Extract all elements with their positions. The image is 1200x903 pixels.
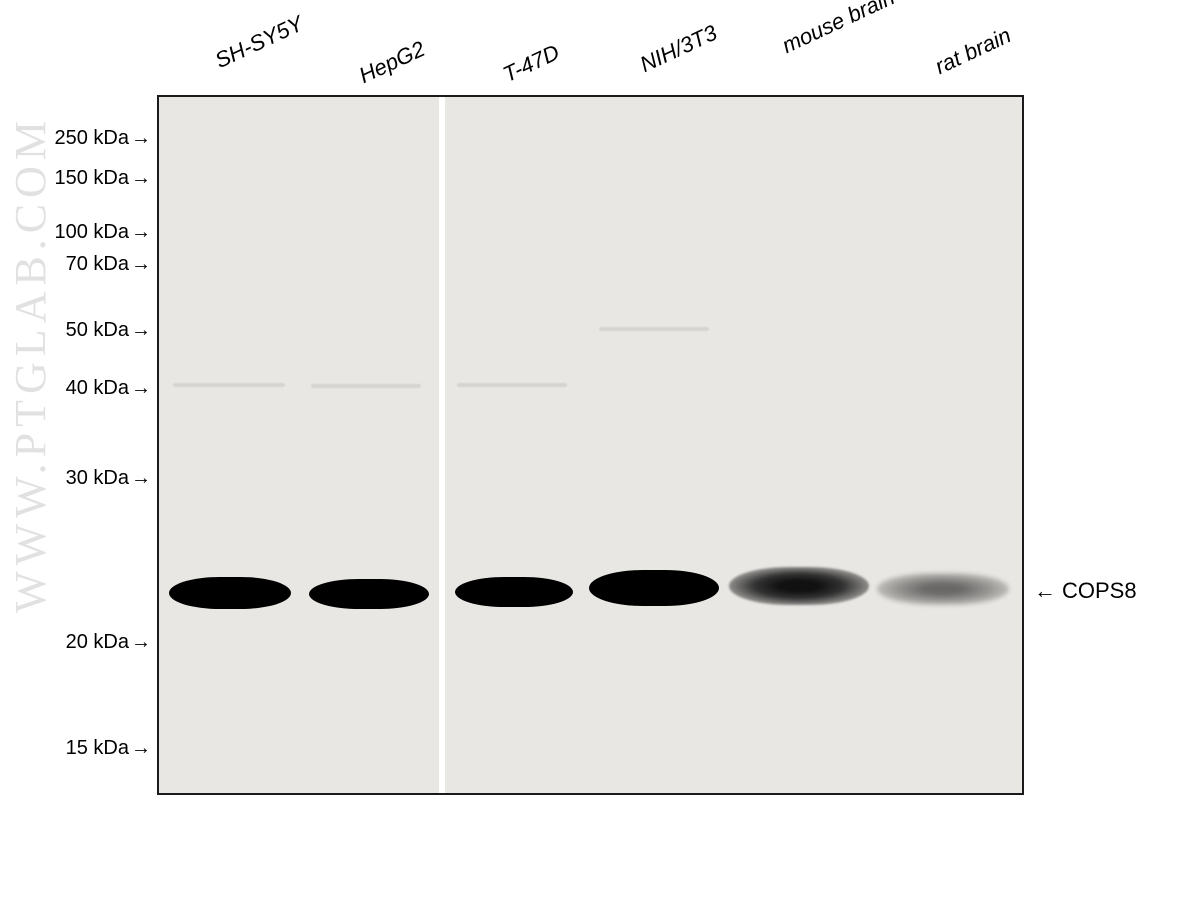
- lane-label: mouse brain: [778, 0, 899, 59]
- arrow-left-icon: ←: [1034, 578, 1056, 604]
- faint-band: [599, 327, 709, 331]
- arrow-right-icon: →: [131, 467, 151, 490]
- figure-container: WWW.PTGLAB.COM SH-SY5Y HepG2 T-47D NIH/3…: [0, 0, 1200, 903]
- mw-marker: 20 kDa→: [66, 631, 159, 654]
- mw-marker: 150 kDa→: [55, 167, 160, 190]
- mw-label: 70 kDa: [66, 253, 129, 276]
- arrow-right-icon: →: [131, 737, 151, 760]
- mw-label: 150 kDa: [55, 167, 130, 190]
- band: [877, 573, 1009, 605]
- mw-marker: 30 kDa→: [66, 467, 159, 490]
- blot-membrane: 250 kDa→ 150 kDa→ 100 kDa→ 70 kDa→ 50 kD…: [157, 95, 1024, 795]
- lane-label: HepG2: [355, 36, 429, 89]
- mw-label: 40 kDa: [66, 377, 129, 400]
- target-label: ← COPS8: [1034, 578, 1137, 604]
- mw-marker: 100 kDa→: [55, 221, 160, 244]
- mw-label: 250 kDa: [55, 127, 130, 150]
- mw-label: 50 kDa: [66, 319, 129, 342]
- mw-marker: 50 kDa→: [66, 319, 159, 342]
- lane-label: NIH/3T3: [636, 20, 721, 78]
- target-name: COPS8: [1062, 578, 1137, 604]
- arrow-right-icon: →: [131, 127, 151, 150]
- arrow-right-icon: →: [131, 319, 151, 342]
- mw-label: 100 kDa: [55, 221, 130, 244]
- mw-marker: 15 kDa→: [66, 737, 159, 760]
- blot-background: 250 kDa→ 150 kDa→ 100 kDa→ 70 kDa→ 50 kD…: [159, 97, 1022, 793]
- band: [729, 567, 869, 605]
- mw-label: 15 kDa: [66, 737, 129, 760]
- arrow-right-icon: →: [131, 377, 151, 400]
- watermark-text: WWW.PTGLAB.COM: [5, 115, 56, 613]
- mw-marker: 40 kDa→: [66, 377, 159, 400]
- mw-label: 30 kDa: [66, 467, 129, 490]
- mw-marker: 250 kDa→: [55, 127, 160, 150]
- band: [169, 577, 291, 609]
- faint-band: [173, 383, 285, 387]
- mw-marker: 70 kDa→: [66, 253, 159, 276]
- arrow-right-icon: →: [131, 221, 151, 244]
- lane-label: rat brain: [931, 22, 1015, 80]
- lane-label: T-47D: [499, 39, 564, 88]
- faint-band: [457, 383, 567, 387]
- band: [589, 570, 719, 606]
- arrow-right-icon: →: [131, 167, 151, 190]
- lane-label: SH-SY5Y: [211, 11, 307, 74]
- faint-band: [311, 384, 421, 388]
- band: [455, 577, 573, 607]
- arrow-right-icon: →: [131, 253, 151, 276]
- mw-label: 20 kDa: [66, 631, 129, 654]
- arrow-right-icon: →: [131, 631, 151, 654]
- band: [309, 579, 429, 609]
- panel-gap: [439, 97, 445, 793]
